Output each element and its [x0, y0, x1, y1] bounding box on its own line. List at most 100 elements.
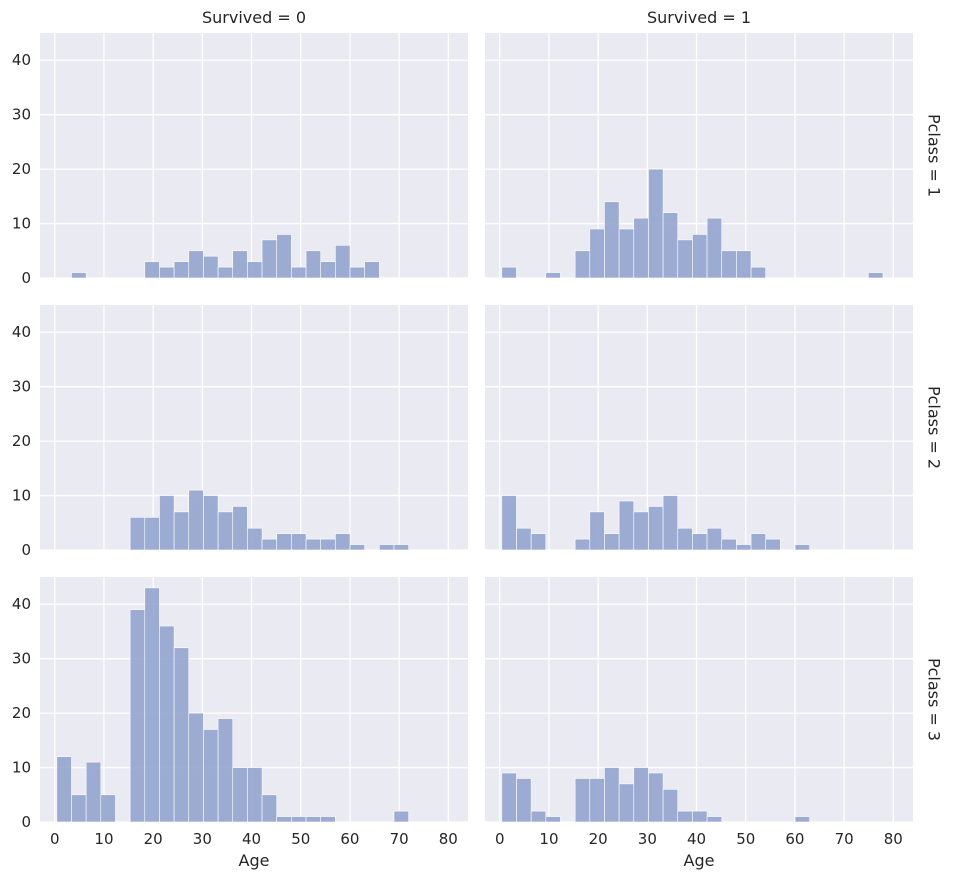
histogram-bar	[765, 538, 781, 551]
histogram-bar	[530, 533, 547, 551]
histogram-bar	[706, 527, 723, 551]
histogram-bar	[247, 261, 263, 279]
y-tick-label: 30	[12, 650, 31, 668]
x-tick-label: 60	[785, 830, 804, 848]
row-title: Pclass = 3	[925, 658, 944, 741]
histogram-bar	[677, 527, 693, 551]
histogram-bar	[545, 816, 561, 823]
histogram-bar	[379, 544, 395, 551]
histogram-bar	[188, 712, 204, 823]
y-tick-label: 20	[12, 704, 31, 722]
histogram-bar	[692, 533, 708, 551]
histogram-bar	[320, 538, 336, 551]
x-tick-label: 20	[144, 830, 163, 848]
histogram-bar	[217, 266, 234, 279]
histogram-bar	[393, 544, 409, 551]
x-tick-label: 50	[736, 830, 755, 848]
histogram-bar	[173, 511, 190, 551]
histogram-bar	[633, 511, 649, 551]
histogram-bar	[604, 767, 620, 823]
histogram-bar	[291, 533, 307, 551]
histogram-bar	[604, 533, 620, 551]
histogram-bar	[261, 794, 278, 823]
histogram-bar	[648, 772, 664, 823]
histogram-bar	[677, 810, 693, 823]
histogram-bar	[349, 544, 365, 551]
histogram-bar	[188, 250, 204, 279]
histogram-bar	[217, 511, 234, 551]
histogram-bar	[501, 495, 517, 551]
panel-background	[485, 577, 913, 822]
histogram-bar	[662, 789, 679, 823]
y-tick-label: 10	[12, 215, 31, 233]
histogram-bar	[159, 266, 175, 279]
histogram-bar	[335, 245, 351, 279]
histogram-bar	[291, 266, 307, 279]
x-tick-label: 80	[884, 830, 903, 848]
histogram-bar	[692, 810, 708, 823]
y-tick-label: 30	[12, 106, 31, 124]
x-axis-label: Age	[684, 851, 715, 870]
x-tick-label: 30	[193, 830, 212, 848]
histogram-bar	[100, 794, 116, 823]
histogram-bar	[604, 201, 620, 279]
x-tick-label: 0	[495, 830, 505, 848]
histogram-bar	[85, 761, 102, 823]
histogram-bar	[589, 228, 605, 279]
y-tick-label: 40	[12, 51, 31, 69]
x-tick-label: 40	[242, 830, 261, 848]
x-axis-label: Age	[239, 851, 270, 870]
x-tick-label: 60	[340, 830, 359, 848]
y-tick-label: 40	[12, 323, 31, 341]
histogram-bar	[276, 234, 292, 279]
histogram-bar	[662, 495, 679, 551]
histogram-bar	[159, 625, 175, 823]
histogram-bar	[144, 587, 160, 823]
histogram-bar	[232, 506, 248, 551]
facet-panel-pclass-1-survived-1	[485, 33, 913, 279]
histogram-bar	[276, 533, 292, 551]
x-tick-label: 30	[638, 830, 657, 848]
histogram-bar	[232, 250, 248, 279]
histogram-bar	[335, 533, 351, 551]
histogram-bar	[305, 816, 322, 823]
histogram-bar	[144, 517, 160, 551]
histogram-bar	[364, 261, 380, 279]
histogram-bar	[589, 511, 605, 551]
facet-panel-pclass-2-survived-0	[40, 305, 468, 551]
histogram-bar	[574, 778, 591, 823]
histogram-bar	[173, 261, 190, 279]
x-tick-label: 70	[835, 830, 854, 848]
histogram-bar	[516, 527, 532, 551]
histogram-bar	[516, 778, 532, 823]
panels-layer	[40, 33, 913, 823]
histogram-bar	[159, 495, 175, 551]
y-tick-label: 0	[21, 269, 31, 287]
row-title: Pclass = 2	[925, 386, 944, 469]
histogram-bar	[706, 217, 723, 279]
histogram-bar	[750, 533, 767, 551]
histogram-bar	[349, 266, 365, 279]
histogram-bar	[203, 255, 219, 279]
y-tick-label: 40	[12, 595, 31, 613]
histogram-bar	[129, 609, 146, 823]
histogram-bar	[501, 772, 517, 823]
labels-layer: 0 10 20 30 40 Survived = 0 Survived = 1 Pclass …	[12, 8, 944, 870]
histogram-bar	[173, 647, 190, 823]
histogram-bar	[203, 729, 219, 823]
histogram-bar	[736, 250, 752, 279]
x-tick-label: 40	[687, 830, 706, 848]
x-tick-label: 20	[589, 830, 608, 848]
histogram-bar	[721, 538, 737, 551]
histogram-bar	[71, 794, 87, 823]
histogram-bar	[188, 489, 204, 551]
x-tick-label: 70	[390, 830, 409, 848]
column-title: Survived = 1	[647, 8, 751, 27]
panel-background	[485, 305, 913, 550]
histogram-bar	[217, 718, 234, 823]
y-tick-label: 10	[12, 487, 31, 505]
y-tick-label: 0	[21, 813, 31, 831]
x-tick-label: 10	[539, 830, 558, 848]
histogram-bar	[721, 250, 737, 279]
